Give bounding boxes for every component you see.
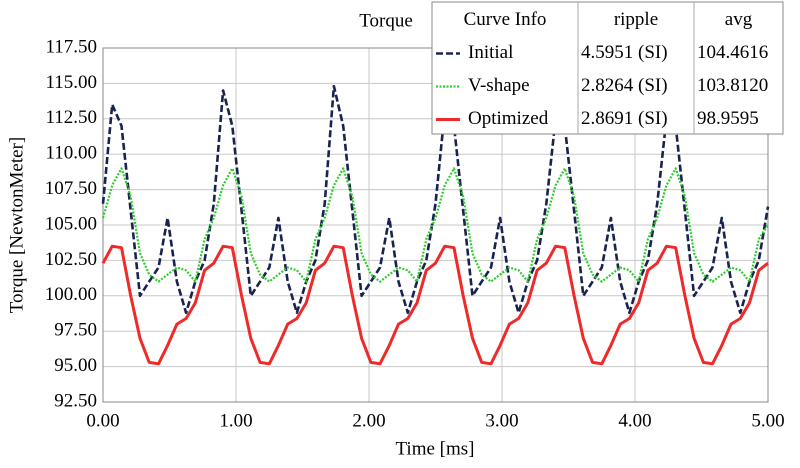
legend-avg: 98.9595 — [697, 108, 759, 129]
x-tick-label: 4.00 — [618, 410, 651, 431]
y-tick-label: 115.00 — [45, 72, 97, 93]
series-line — [101, 244, 769, 366]
x-tick-label: 0.00 — [86, 410, 119, 431]
series-line — [101, 84, 770, 315]
legend-label: Initial — [468, 42, 513, 63]
y-tick-label: 95.00 — [54, 355, 97, 376]
y-tick-label: 100.00 — [45, 284, 97, 305]
y-tick-label: 97.50 — [54, 320, 97, 341]
legend-label: Optimized — [468, 108, 549, 129]
y-tick-label: 110.00 — [45, 143, 97, 164]
legend-ripple: 4.5951 (SI) — [581, 42, 668, 63]
y-tick-label: 105.00 — [45, 213, 97, 234]
legend-box — [431, 1, 784, 135]
legend-label: V-shape — [468, 75, 530, 96]
x-tick-label: 3.00 — [485, 410, 518, 431]
y-tick-label: 92.50 — [54, 390, 97, 411]
y-axis-label: Torque [NewtonMeter] — [6, 137, 27, 313]
x-tick-label: 5.00 — [751, 410, 784, 431]
x-tick-label: 2.00 — [352, 410, 385, 431]
legend-ripple: 2.8264 (SI) — [581, 75, 668, 96]
legend-header: ripple — [614, 9, 658, 30]
legend-header: avg — [725, 9, 753, 30]
x-tick-label: 1.00 — [219, 410, 252, 431]
y-tick-label: 102.50 — [45, 249, 97, 270]
legend: Curve Info ripple avg Initial 4.5951 (SI) 104… — [431, 1, 784, 135]
chart-title: Torque — [359, 10, 413, 31]
legend-header: Curve Info — [464, 9, 547, 30]
x-axis-label: Time [ms] — [395, 438, 474, 459]
series-line — [101, 167, 769, 283]
legend-avg: 103.8120 — [697, 75, 768, 96]
y-tick-label: 112.50 — [45, 107, 97, 128]
y-tick-label: 107.50 — [45, 178, 97, 199]
legend-avg: 104.4616 — [697, 42, 768, 63]
legend-ripple: 2.8691 (SI) — [581, 108, 668, 129]
y-tick-label: 117.50 — [45, 36, 97, 57]
